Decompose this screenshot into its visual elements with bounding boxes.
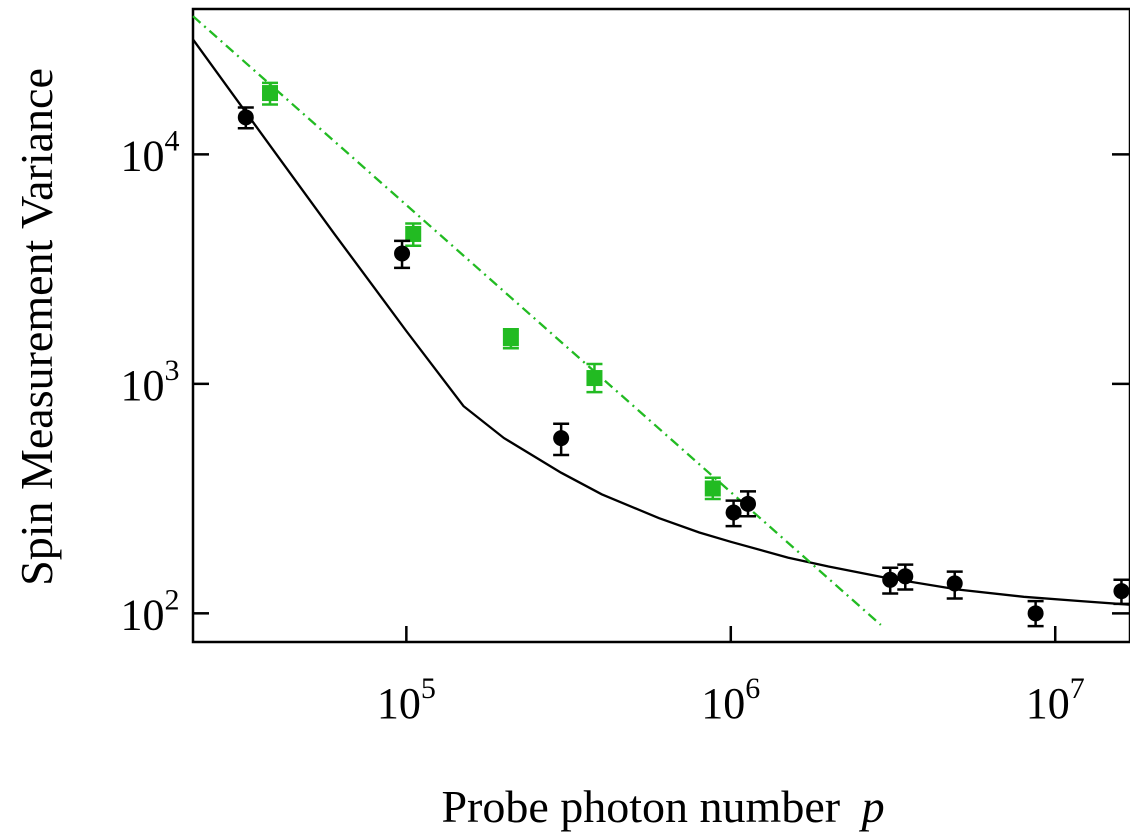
x-axis-title-text: Probe photon number <box>441 781 840 832</box>
x-tick-exponent: 7 <box>1070 672 1085 705</box>
black-circle-point <box>897 568 914 585</box>
green-square-point <box>262 85 279 102</box>
x-tick-base: 10 <box>377 679 421 728</box>
x-tick-base: 10 <box>701 679 745 728</box>
black-circle-point <box>394 245 411 262</box>
black-circle-point <box>725 504 742 521</box>
black-circle-point <box>1113 583 1130 600</box>
y-axis-title: Spin Measurement Variance <box>11 68 62 586</box>
x-tick-exponent: 6 <box>745 672 760 705</box>
x-tick-label: 107 <box>1026 672 1085 728</box>
y-tick-base: 10 <box>121 131 165 180</box>
fit-curves <box>192 15 1130 626</box>
green-dashdot-fit-line <box>192 15 882 626</box>
x-tick-label: 105 <box>377 672 436 728</box>
black-solid-fit-curve <box>192 38 1130 606</box>
x-tick-exponent: 5 <box>421 672 436 705</box>
plot-border <box>191 7 1130 644</box>
y-tick-exponent: 4 <box>165 124 180 157</box>
y-tick-base: 10 <box>121 590 165 639</box>
black-circle-point <box>946 575 963 592</box>
x-tick-base: 10 <box>1026 679 1070 728</box>
black-circle-point <box>1027 605 1044 622</box>
x-axis-title: Probe photon number p <box>441 781 884 832</box>
y-tick-exponent: 2 <box>165 583 180 616</box>
black-circle-point <box>740 495 757 512</box>
x-tick-label: 106 <box>701 672 760 728</box>
y-tick-base: 10 <box>121 361 165 410</box>
y-tick-label: 102 <box>121 583 180 639</box>
green-square-point <box>405 225 422 242</box>
data-points <box>237 81 1130 628</box>
black-circle-point <box>553 430 570 447</box>
green-square-point <box>704 480 721 497</box>
x-axis-title-var: p <box>859 781 885 832</box>
green-square-point <box>586 370 603 387</box>
black-circle-point <box>882 571 899 588</box>
green-square-point <box>502 330 519 347</box>
y-tick-label: 103 <box>121 354 180 410</box>
plot-frame <box>191 7 1130 644</box>
black-circle-point <box>237 109 254 126</box>
y-axis-title-text: Spin Measurement Variance <box>11 68 62 586</box>
y-tick-exponent: 3 <box>165 354 180 387</box>
y-tick-label: 104 <box>121 124 180 180</box>
